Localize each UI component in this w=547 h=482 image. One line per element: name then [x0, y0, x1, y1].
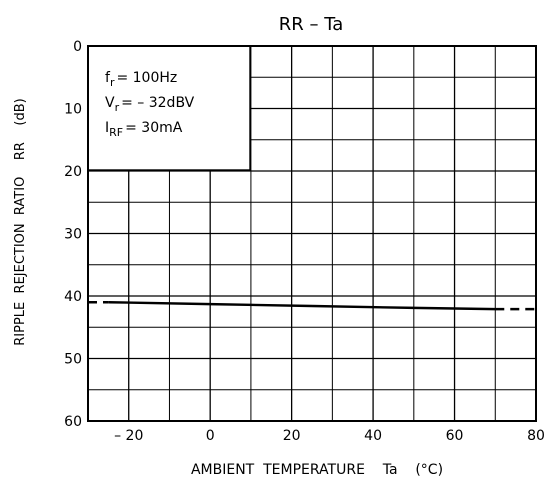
y-tick-labels: 0 10 20 30 40 50 60 [64, 39, 82, 430]
series-segment [311, 304, 414, 310]
x-tick-label: 80 [527, 428, 545, 444]
conditions-box [87, 45, 251, 171]
condition-text: IRF = 30mA [105, 120, 183, 139]
y-tick-label: 50 [64, 352, 82, 368]
y-tick-label: 20 [64, 164, 82, 180]
y-tick-label: 10 [64, 102, 82, 118]
y-tick-label: 0 [73, 39, 82, 55]
y-tick-label: 40 [64, 289, 82, 305]
x-tick-label: 40 [364, 428, 382, 444]
conditions: fr = 100Hz Vr = – 32dBV IRF = 30mA [105, 70, 195, 139]
y-tick-label: 60 [64, 414, 82, 430]
y-tick-label: 30 [64, 227, 82, 243]
condition-text: Vr = – 32dBV [105, 95, 195, 114]
x-tick-label: 60 [446, 428, 464, 444]
series-segment [413, 306, 496, 311]
series-segment [210, 302, 313, 308]
x-tick-labels: – 20 0 20 40 60 80 [114, 428, 545, 444]
condition-text: fr = 100Hz [105, 70, 177, 89]
x-tick-label: 20 [283, 428, 301, 444]
plot-frame [87, 45, 537, 422]
plot-area [88, 301, 536, 311]
x-tick-label: 0 [206, 428, 215, 444]
chart-title: RR – Ta [279, 14, 344, 35]
series-segment [108, 301, 211, 306]
x-tick-label: – 20 [114, 428, 143, 444]
y-axis-label: RIPPLE REJECTION RATIO RR (dB) [13, 98, 28, 345]
x-axis-label: AMBIENT TEMPERATURE Ta (°C) [191, 462, 443, 478]
